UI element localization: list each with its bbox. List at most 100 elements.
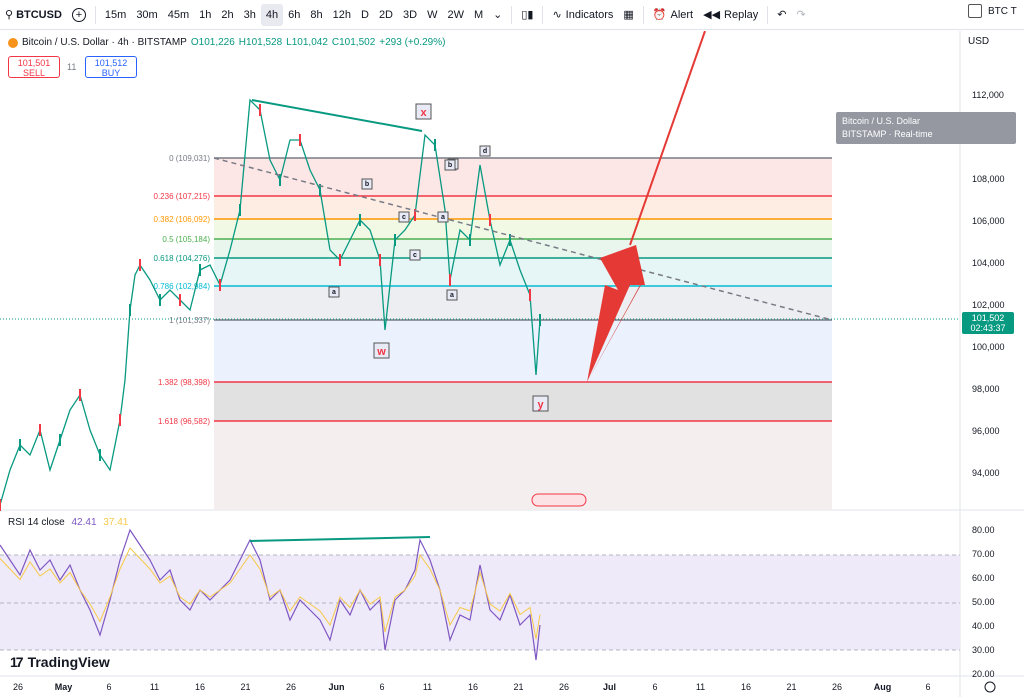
fib-level-label: 0.236 (107,215) [154,192,211,201]
open-value: O101,226 [190,37,235,48]
candles-icon: ▯▮ [521,9,534,21]
tooltip-line2: BITSTAMP · Real-time [842,129,933,139]
alert-button[interactable]: ⏰ Alert [648,0,698,30]
wave-label-box [398,211,410,223]
currency-selector[interactable]: USD [968,36,989,47]
fib-zone-6 [214,320,832,382]
top-toolbar: ⚲ BTCUSD + 15m 30m 45m 1h 2h 3h 4h 6h 8h 12h D 2D 3D… [0,0,1024,30]
event-markers [531,493,587,507]
series-legend: Bitcoin / U.S. Dollar · 4h · BITSTAMP O1… [8,37,445,48]
price-axis-label: 104,000 [972,258,1005,268]
interval-m[interactable]: M [473,8,484,21]
rsi-axis-label: 50.00 [972,597,995,607]
interval-2d[interactable]: 2D [378,8,393,21]
price-axis-label: 98,000 [972,384,1000,394]
buy-button[interactable]: 101,512 BUY [85,56,137,78]
wave-label-text: b [365,181,369,188]
time-axis-label: Aug [874,682,892,692]
fib-zone-5 [214,286,832,320]
interval-45m[interactable]: 45m [167,8,190,21]
price-axis-label: 106,000 [972,216,1005,226]
redo-icon: ↷ [796,9,806,21]
wave-label-box [361,178,373,190]
price-axis-label: 108,000 [972,174,1005,184]
divider [642,5,644,24]
alert-label: Alert [670,8,694,21]
time-axis-label: 6 [652,682,657,692]
symbol-search[interactable]: ⚲ BTCUSD [0,0,67,30]
interval-30m[interactable]: 30m [136,8,158,21]
wave-label-text: c [402,214,406,221]
time-axis-label: 16 [741,682,751,692]
add-symbol-icon: + [71,7,86,22]
rsi-ma-value: 37.41 [103,517,129,528]
interval-15m[interactable]: 15m [104,8,127,21]
interval-3d[interactable]: 3D [403,8,418,21]
interval-2w[interactable]: 2W [447,8,464,21]
fib-level-label: 1 (101,337) [169,316,210,325]
divider [767,5,769,24]
time-axis-label: 21 [786,682,796,692]
rsi-legend: RSI 14 close 42.41 37.41 [8,517,128,528]
watchlist-header[interactable]: BTC T [968,4,1017,18]
fib-level-label: 1.382 (98,398) [158,378,210,387]
interval-3h[interactable]: 3h [243,8,256,21]
fib-zone-4 [214,258,832,286]
bar-countdown: 02:43:37 [970,323,1006,333]
rsi-axis-label: 20.00 [972,669,995,679]
redo-button[interactable]: ↷ [792,0,811,30]
series-title: Bitcoin / U.S. Dollar · 4h · BITSTAMP [22,37,187,48]
indicators-button[interactable]: ∿ Indicators [547,0,618,30]
interval-12h[interactable]: 12h [332,8,351,21]
fib-zone-8 [214,421,832,510]
time-axis-label: 26 [559,682,569,692]
forecast-arrow-head [587,245,645,382]
layout-icon [968,4,982,18]
fib-level-label: 1.618 (96,582) [158,417,210,426]
templates-button[interactable]: ▦ [618,0,638,30]
interval-d[interactable]: D [360,8,369,21]
rsi-axis-label: 60.00 [972,573,995,583]
currency-label: USD [968,36,990,47]
last-price: 101,502 [971,313,1005,323]
wave-label-text: d [483,148,487,155]
interval-w[interactable]: W [427,8,438,21]
time-axis-label: 26 [13,682,23,692]
undo-button[interactable]: ↶ [772,0,791,30]
replay-button[interactable]: ◀◀ Replay [698,0,763,30]
interval-8h[interactable]: 8h [310,8,323,21]
replay-icon: ◀◀ [703,9,721,21]
tv-logo-icon: 17 [10,654,24,670]
interval-2h[interactable]: 2h [221,8,234,21]
interval-dropdown[interactable]: ⌄ [488,0,507,30]
price-series-up [0,98,541,506]
tradingview-logo: 17 TradingView [10,654,110,670]
descending-trendline [213,157,833,321]
wave-label-box [373,342,390,359]
wave-label-box [479,145,491,157]
compare-button[interactable]: + [67,0,91,30]
wave-label-text: y [537,399,544,411]
settings-icon[interactable] [984,681,996,693]
wave-label-box [532,395,549,412]
chart-type-button[interactable]: ▯▮ [516,0,538,30]
price-chart[interactable]: 0 (109,031) 0.236 (107,215) 0.382 (106,092… [0,31,1024,697]
rsi-axis-label: 40.00 [972,621,995,631]
undo-icon: ↶ [777,9,787,21]
rsi-axis-label: 30.00 [972,645,995,655]
sell-button[interactable]: 101,501 SELL [8,56,60,78]
alarm-icon: ⏰ [652,9,667,21]
time-axis-label: 21 [240,682,250,692]
interval-6h[interactable]: 6h [288,8,301,21]
interval-1h[interactable]: 1h [199,8,212,21]
divider [511,5,513,24]
fib-level-label: 0.5 (105,184) [162,235,210,244]
interval-4h[interactable]: 4h [260,3,284,26]
last-price-label: 101,502 02:43:37 [962,312,1014,334]
price-axis-label: 96,000 [972,426,1000,436]
time-axis-label: 11 [423,682,432,692]
sell-price: 101,501 [17,58,51,68]
watchlist-symbol: BTC T [988,5,1017,17]
fib-zone-1 [214,196,832,219]
time-axis-label: 21 [513,682,523,692]
